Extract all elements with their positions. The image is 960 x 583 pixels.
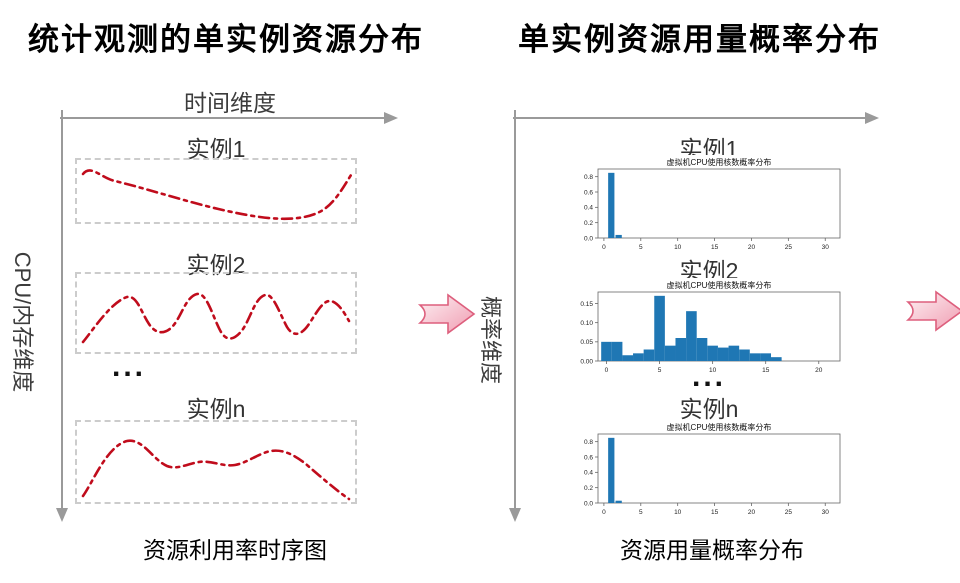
- svg-text:30: 30: [822, 509, 830, 516]
- curve-path-n: [81, 439, 351, 501]
- svg-text:25: 25: [785, 509, 793, 516]
- histogram-instance-1: 虚拟机CPU使用核数概率分布 0.0 0.2 0.4 0.6 0.8 0 5 10 15 20 25 3…: [568, 155, 850, 251]
- svg-text:0.0: 0.0: [584, 235, 593, 242]
- timeseries-curve-instance-1: [81, 169, 353, 221]
- svg-text:0.05: 0.05: [580, 339, 593, 346]
- svg-text:0: 0: [602, 244, 606, 251]
- transform-arrow-right: [905, 290, 960, 332]
- left-ellipsis: ...: [112, 350, 147, 383]
- svg-text:0.15: 0.15: [580, 301, 593, 308]
- left-instance-n-box: [75, 420, 357, 504]
- svg-text:0.8: 0.8: [584, 174, 593, 181]
- svg-text:0.2: 0.2: [584, 485, 593, 492]
- timeseries-curve-instance-2: [81, 292, 351, 344]
- right-y-axis-arrow: [509, 110, 521, 522]
- left-y-axis-arrowhead: [56, 508, 68, 522]
- svg-text:20: 20: [815, 367, 823, 374]
- block-arrow-shape: [905, 290, 960, 332]
- left-instance-1-label: 实例1: [186, 136, 246, 162]
- svg-text:15: 15: [711, 509, 719, 516]
- right-x-axis-arrowhead: [865, 112, 879, 124]
- right-x-axis-arrow: [513, 112, 879, 124]
- svg-text:虚拟机CPU使用核数概率分布: 虚拟机CPU使用核数概率分布: [667, 280, 772, 290]
- right-y-axis-label: 概率维度: [478, 295, 503, 384]
- svg-text:0.6: 0.6: [584, 189, 593, 196]
- svg-text:25: 25: [785, 244, 793, 251]
- svg-text:0.6: 0.6: [584, 454, 593, 461]
- histogram-instance-2: 虚拟机CPU使用核数概率分布 0.00 0.05 0.10 0.15 0 5 10 15 20: [568, 278, 850, 374]
- svg-text:0.8: 0.8: [584, 439, 593, 446]
- svg-text:0.10: 0.10: [580, 320, 593, 327]
- left-x-axis-arrow: [60, 112, 398, 124]
- svg-text:10: 10: [674, 244, 682, 251]
- right-instance-n-label: 实例n: [679, 396, 739, 422]
- curve-path-2: [81, 292, 351, 344]
- svg-text:0.4: 0.4: [584, 470, 593, 477]
- left-y-axis-arrow: [56, 110, 68, 522]
- curve-path-1: [81, 169, 353, 221]
- svg-text:虚拟机CPU使用核数概率分布: 虚拟机CPU使用核数概率分布: [667, 157, 772, 167]
- svg-text:5: 5: [658, 367, 662, 374]
- time-axis-label: 时间维度: [184, 90, 276, 116]
- block-arrow-shape: [417, 293, 476, 335]
- left-instance-n-label: 实例n: [186, 396, 246, 422]
- svg-text:10: 10: [709, 367, 717, 374]
- histogram-instance-n: 虚拟机CPU使用核数概率分布 0.0 0.2 0.4 0.6 0.8 0 5 10 15 20 25 3…: [568, 420, 850, 516]
- svg-text:0.0: 0.0: [584, 500, 593, 507]
- svg-text:30: 30: [822, 244, 830, 251]
- right-caption: 资源用量概率分布: [620, 537, 804, 563]
- svg-text:15: 15: [762, 367, 770, 374]
- svg-text:20: 20: [748, 509, 756, 516]
- timeseries-curve-instance-n: [81, 439, 351, 501]
- left-x-axis-arrowhead: [384, 112, 398, 124]
- svg-text:5: 5: [639, 244, 643, 251]
- left-caption: 资源利用率时序图: [143, 537, 327, 563]
- left-y-axis-label: CPU/内存维度: [10, 251, 35, 393]
- svg-text:0: 0: [602, 509, 606, 516]
- svg-text:10: 10: [674, 509, 682, 516]
- svg-text:0.2: 0.2: [584, 220, 593, 227]
- svg-text:5: 5: [639, 509, 643, 516]
- svg-text:0: 0: [605, 367, 609, 374]
- svg-text:20: 20: [748, 244, 756, 251]
- transform-arrow-left: [417, 293, 476, 335]
- right-ellipsis: ...: [691, 360, 726, 393]
- right-panel-title: 单实例资源用量概率分布: [518, 22, 881, 57]
- svg-text:15: 15: [711, 244, 719, 251]
- left-panel-title: 统计观测的单实例资源分布: [28, 22, 424, 57]
- svg-text:虚拟机CPU使用核数概率分布: 虚拟机CPU使用核数概率分布: [667, 422, 772, 432]
- svg-text:0.00: 0.00: [580, 358, 593, 365]
- left-instance-1-box: [75, 158, 357, 224]
- svg-text:0.4: 0.4: [584, 205, 593, 212]
- right-y-axis-arrowhead: [509, 508, 521, 522]
- left-instance-2-box: [75, 272, 357, 354]
